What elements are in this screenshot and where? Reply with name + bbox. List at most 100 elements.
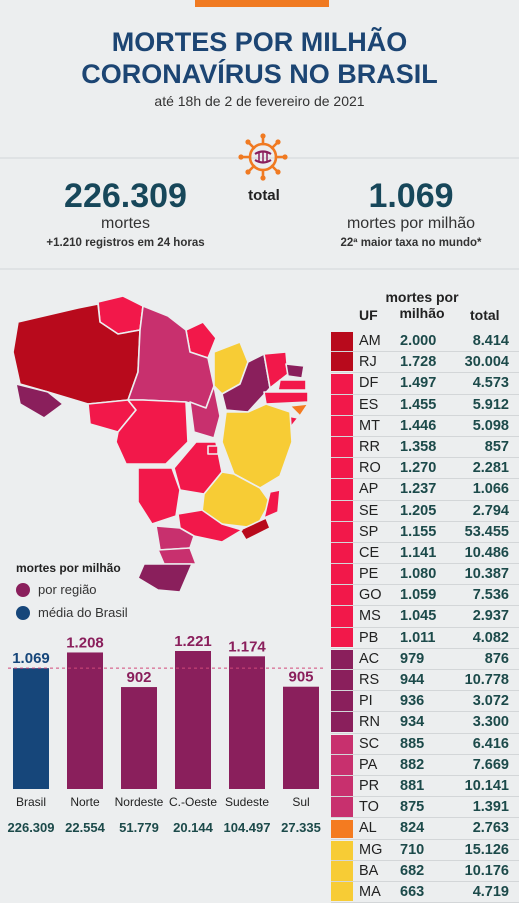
rate-note: 22ª maior taxa no mundo*: [340, 237, 482, 249]
group-color-swatch: [331, 374, 353, 647]
table-row: AP 1.237 1.066: [331, 479, 519, 501]
row-total: 8.414: [472, 333, 509, 349]
table-row: RN 934 3.300: [331, 712, 519, 734]
row-total: 53.455: [464, 523, 509, 540]
page-subtitle: até 18h de 2 de fevereiro de 2021: [154, 93, 365, 109]
table-row: ES 1.455 5.912: [331, 395, 519, 416]
row-deaths-per-million: 1.358: [400, 438, 437, 455]
row-deaths-per-million: 2.000: [400, 333, 437, 349]
row-deaths-per-million: 1.270: [400, 460, 437, 477]
row-uf: ES: [359, 396, 379, 413]
row-deaths-per-million: 936: [400, 693, 425, 710]
bars-layer: 1.069 Brasil 226.309 1.208 Norte 22.554 902 Nor…: [8, 633, 325, 835]
row-uf: SP: [359, 523, 379, 540]
row-total: 5.912: [472, 396, 509, 413]
row-uf: MA: [359, 883, 381, 900]
row-total: 7.536: [472, 587, 509, 604]
row-total: 2.937: [472, 608, 509, 625]
row-uf: SE: [359, 502, 379, 519]
map-state-es: [263, 489, 281, 519]
row-deaths-per-million: 1.045: [400, 608, 437, 625]
map-state-to: [189, 385, 221, 439]
bar-category-label: Nordeste: [115, 795, 164, 809]
row-total: 876: [484, 650, 509, 667]
row-total: 15.126: [464, 841, 509, 858]
map-state-al: [289, 403, 309, 417]
top-accent-bar: [195, 0, 329, 7]
row-uf: RR: [359, 438, 380, 455]
rate-label: mortes por milhão: [346, 215, 476, 232]
row-uf: RS: [359, 672, 380, 688]
bar-category-label: Sudeste: [225, 795, 269, 809]
map-state-ba: [221, 403, 293, 489]
map-state-sc: [157, 547, 197, 565]
bar-total-label: 27.335: [281, 820, 321, 835]
row-uf: TO: [359, 799, 379, 816]
row-deaths-per-million: 881: [400, 777, 425, 794]
table-row: AL 824 2.763: [331, 818, 519, 840]
row-uf: MT: [359, 417, 380, 434]
row-uf: RO: [359, 460, 381, 477]
row-total: 3.300: [472, 714, 509, 731]
table-header-uf: UF: [359, 307, 378, 323]
legend-region-dot: [16, 583, 30, 597]
row-deaths-per-million: 1.446: [400, 417, 437, 434]
table-row: TO 875 1.391: [331, 797, 519, 819]
row-deaths-per-million: 979: [400, 650, 425, 667]
map-state-pr: [155, 525, 195, 551]
table-row: SP 1.155 53.455: [331, 522, 519, 543]
table-row: PB 1.011 4.082: [331, 628, 519, 649]
row-uf: AC: [359, 650, 380, 667]
map-state-pb: [277, 379, 307, 391]
deaths-note: +1.210 registros em 24 horas: [46, 237, 205, 249]
row-total: 10.387: [464, 566, 509, 583]
bar-value-label: 1.069: [12, 650, 50, 667]
row-total: 10.778: [464, 672, 509, 688]
legend-title: mortes por milhão: [16, 561, 121, 575]
legend-brazil-label: média do Brasil: [38, 605, 128, 620]
bar-2: [121, 687, 157, 789]
table-row: RO 1.270 2.281: [331, 458, 519, 480]
row-total: 2.763: [472, 820, 509, 837]
bar-category-label: Brasil: [16, 795, 46, 809]
table-row: RJ 1.728 30.004: [331, 352, 519, 374]
bar-total-label: 104.497: [224, 820, 271, 835]
row-total: 3.072: [472, 693, 509, 710]
row-uf: DF: [359, 375, 379, 392]
row-uf: PI: [359, 693, 373, 710]
row-uf: CE: [359, 544, 380, 561]
row-uf: AL: [359, 820, 377, 837]
row-uf: AP: [359, 481, 379, 498]
row-uf: PR: [359, 777, 380, 794]
map-state-pa: [127, 305, 215, 409]
row-uf: PB: [359, 629, 379, 646]
legend-region-label: por região: [38, 582, 97, 597]
bar-category-label: Sul: [292, 795, 309, 809]
table-row: SE 1.205 2.794: [331, 501, 519, 522]
bar-value-label: 905: [288, 669, 313, 686]
map-state-mt: [115, 399, 189, 465]
table-rows: AM 2.000 8.414 RJ 1.728 30.004 DF 1.497 4.573 ES 1…: [331, 331, 519, 903]
row-deaths-per-million: 882: [400, 756, 425, 773]
table-row: RR 1.358 857: [331, 437, 519, 459]
table-row: MA 663 4.719: [331, 882, 519, 903]
row-uf: MG: [359, 841, 383, 858]
map-state-ms: [137, 467, 181, 525]
brazil-map: [12, 295, 309, 593]
map-state-df: [207, 445, 219, 455]
table-row: PE 1.080 10.387: [331, 564, 519, 586]
row-deaths-per-million: 1.455: [400, 396, 437, 413]
deaths-value: 226.309: [64, 177, 187, 215]
deaths-label: mortes: [101, 215, 150, 232]
divider-middle: [0, 268, 519, 270]
row-total: 857: [484, 438, 509, 455]
row-deaths-per-million: 875: [400, 799, 425, 816]
row-deaths-per-million: 1.237: [400, 481, 437, 498]
table-row: MG 710 15.126: [331, 840, 519, 861]
row-uf: PE: [359, 566, 379, 583]
map-state-pe: [263, 391, 309, 405]
row-uf: RN: [359, 714, 380, 731]
page-title: MORTES POR MILHÃO CORONAVÍRUS NO BRASIL: [0, 26, 519, 90]
row-deaths-per-million: 710: [400, 841, 425, 858]
row-total: 4.719: [472, 883, 509, 900]
